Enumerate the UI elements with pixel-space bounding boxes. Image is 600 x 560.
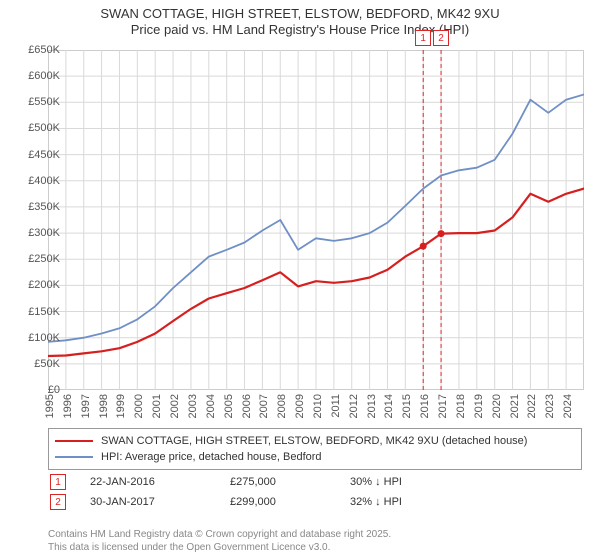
x-tick-label: 2009 bbox=[294, 394, 306, 418]
x-tick-label: 2020 bbox=[491, 394, 503, 418]
legend-swatch-price-paid bbox=[55, 440, 93, 442]
sale-price-2: £299,000 bbox=[230, 496, 350, 508]
y-tick-label: £100K bbox=[12, 332, 60, 344]
x-tick-label: 1996 bbox=[62, 394, 74, 418]
legend-swatch-hpi bbox=[55, 456, 93, 458]
sale-date-2: 30-JAN-2017 bbox=[90, 496, 230, 508]
y-tick-label: £200K bbox=[12, 279, 60, 291]
x-tick-label: 2000 bbox=[133, 394, 145, 418]
x-tick-label: 2024 bbox=[562, 394, 574, 418]
sales-block: 1 22-JAN-2016 £275,000 30% ↓ HPI 2 30-JA… bbox=[48, 472, 584, 512]
sale-hpi-2: 32% ↓ HPI bbox=[350, 496, 490, 508]
sale-date-1: 22-JAN-2016 bbox=[90, 476, 230, 488]
x-tick-label: 2022 bbox=[526, 394, 538, 418]
footer: Contains HM Land Registry data © Crown c… bbox=[48, 529, 584, 554]
x-tick-label: 2023 bbox=[544, 394, 556, 418]
title-block: SWAN COTTAGE, HIGH STREET, ELSTOW, BEDFO… bbox=[0, 0, 600, 39]
x-tick-label: 2017 bbox=[437, 394, 449, 418]
x-tick-label: 2016 bbox=[419, 394, 431, 418]
sale-badge-2: 2 bbox=[50, 494, 66, 510]
x-tick-label: 2011 bbox=[330, 394, 342, 418]
legend: SWAN COTTAGE, HIGH STREET, ELSTOW, BEDFO… bbox=[48, 428, 582, 470]
y-tick-label: £650K bbox=[12, 44, 60, 56]
y-tick-label: £250K bbox=[12, 253, 60, 265]
y-tick-label: £300K bbox=[12, 227, 60, 239]
x-tick-label: 2007 bbox=[258, 394, 270, 418]
highlight-badge-1: 1 bbox=[415, 30, 431, 46]
chart-area: 12 bbox=[48, 50, 584, 390]
x-tick-label: 2015 bbox=[401, 394, 413, 418]
x-tick-label: 2018 bbox=[455, 394, 467, 418]
x-tick-label: 2012 bbox=[348, 394, 360, 418]
footer-line-2: This data is licensed under the Open Gov… bbox=[48, 542, 584, 555]
x-tick-label: 2005 bbox=[223, 394, 235, 418]
sale-row-2: 2 30-JAN-2017 £299,000 32% ↓ HPI bbox=[48, 492, 584, 512]
y-tick-label: £350K bbox=[12, 201, 60, 213]
legend-label-hpi: HPI: Average price, detached house, Bedf… bbox=[101, 451, 322, 463]
footer-line-1: Contains HM Land Registry data © Crown c… bbox=[48, 529, 584, 542]
chart-svg bbox=[48, 50, 584, 390]
sale-row-1: 1 22-JAN-2016 £275,000 30% ↓ HPI bbox=[48, 472, 584, 492]
title-line-1: SWAN COTTAGE, HIGH STREET, ELSTOW, BEDFO… bbox=[0, 6, 600, 22]
legend-row-hpi: HPI: Average price, detached house, Bedf… bbox=[55, 449, 575, 465]
sale-price-1: £275,000 bbox=[230, 476, 350, 488]
x-tick-label: 1997 bbox=[80, 394, 92, 418]
x-tick-label: 2006 bbox=[241, 394, 253, 418]
x-tick-label: 2010 bbox=[312, 394, 324, 418]
y-tick-label: £150K bbox=[12, 306, 60, 318]
x-tick-label: 2002 bbox=[169, 394, 181, 418]
x-tick-label: 2014 bbox=[383, 394, 395, 418]
x-tick-label: 1995 bbox=[44, 394, 56, 418]
x-tick-label: 2008 bbox=[276, 394, 288, 418]
legend-label-price-paid: SWAN COTTAGE, HIGH STREET, ELSTOW, BEDFO… bbox=[101, 435, 527, 447]
x-tick-label: 2019 bbox=[473, 394, 485, 418]
y-tick-label: £450K bbox=[12, 149, 60, 161]
sale-badge-1: 1 bbox=[50, 474, 66, 490]
legend-row-price-paid: SWAN COTTAGE, HIGH STREET, ELSTOW, BEDFO… bbox=[55, 433, 575, 449]
x-tick-label: 2021 bbox=[509, 394, 521, 418]
y-tick-label: £50K bbox=[12, 358, 60, 370]
sale-hpi-1: 30% ↓ HPI bbox=[350, 476, 490, 488]
x-tick-label: 1999 bbox=[115, 394, 127, 418]
y-tick-label: £550K bbox=[12, 96, 60, 108]
highlight-badge-2: 2 bbox=[433, 30, 449, 46]
y-tick-label: £500K bbox=[12, 122, 60, 134]
x-tick-label: 2004 bbox=[205, 394, 217, 418]
x-tick-label: 2003 bbox=[187, 394, 199, 418]
x-tick-label: 2001 bbox=[151, 394, 163, 418]
x-tick-label: 1998 bbox=[98, 394, 110, 418]
y-tick-label: £400K bbox=[12, 175, 60, 187]
title-line-2: Price paid vs. HM Land Registry's House … bbox=[0, 22, 600, 38]
y-tick-label: £600K bbox=[12, 70, 60, 82]
x-tick-label: 2013 bbox=[366, 394, 378, 418]
chart-container: SWAN COTTAGE, HIGH STREET, ELSTOW, BEDFO… bbox=[0, 0, 600, 560]
